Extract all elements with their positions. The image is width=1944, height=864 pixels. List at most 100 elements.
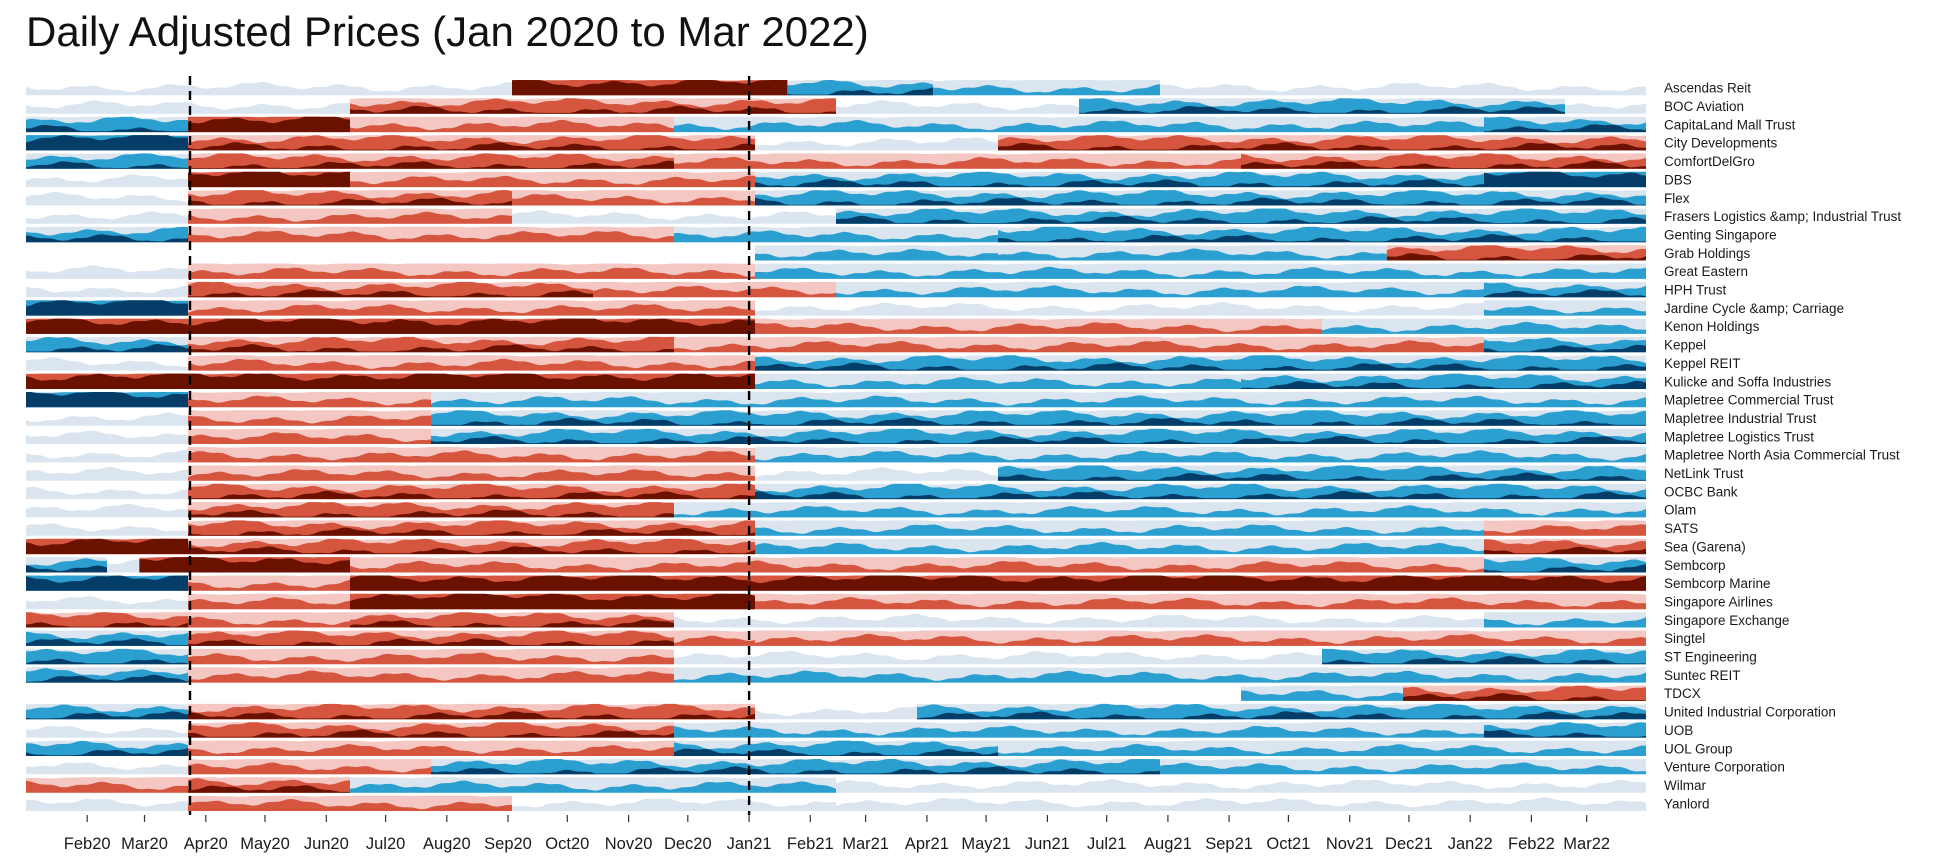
series-label: Suntec REIT	[1664, 668, 1741, 683]
horizon-band	[674, 651, 1322, 665]
series-label: CapitaLand Mall Trust	[1664, 117, 1796, 132]
series-label: Keppel	[1664, 338, 1706, 353]
series-row	[26, 116, 1646, 133]
horizon-band	[26, 780, 188, 793]
horizon-band	[1403, 685, 1646, 701]
horizon-band	[188, 527, 755, 536]
horizon-band	[1484, 305, 1646, 316]
horizon-band	[188, 502, 674, 518]
horizon-band	[836, 779, 1646, 793]
horizon-band	[188, 358, 755, 371]
series-label: ST Engineering	[1664, 650, 1757, 665]
horizon-band	[26, 503, 188, 518]
series-label: Kulicke and Soffa Industries	[1664, 374, 1831, 389]
horizon-band	[26, 265, 188, 279]
horizon-band	[188, 597, 350, 610]
horizon-band	[188, 142, 755, 151]
horizon-band	[674, 120, 1484, 133]
horizon-band	[1322, 321, 1646, 334]
series-label: Sembcorp Marine	[1664, 576, 1771, 591]
horizon-band	[26, 565, 107, 573]
series-label: Singapore Exchange	[1664, 613, 1789, 628]
series-row	[26, 336, 1646, 353]
horizon-band	[1484, 289, 1646, 298]
horizon-band	[188, 546, 755, 555]
horizon-band	[1484, 344, 1646, 353]
horizon-band	[1484, 337, 1646, 353]
series-label: Singtel	[1664, 631, 1705, 646]
series-row	[26, 300, 1646, 316]
series-label: UOB	[1664, 723, 1693, 738]
horizon-band	[755, 542, 1484, 555]
x-tick-label: Dec20	[664, 835, 712, 853]
horizon-band	[26, 486, 188, 500]
horizon-band	[188, 744, 674, 756]
horizon-band	[188, 336, 674, 353]
horizon-band	[674, 340, 1484, 353]
horizon-band	[755, 706, 917, 720]
x-tick-label: Mar21	[842, 835, 889, 853]
horizon-band	[350, 98, 836, 114]
x-tick-label: Sep20	[484, 835, 532, 853]
series-row	[755, 245, 1646, 261]
x-tick-label: Feb22	[1508, 835, 1555, 853]
horizon-band	[350, 780, 836, 793]
horizon-band	[26, 412, 188, 426]
series-row	[26, 795, 1646, 811]
horizon-band	[998, 465, 1646, 481]
horizon-band	[188, 616, 350, 628]
series-label: DBS	[1664, 172, 1692, 187]
horizon-band	[188, 670, 674, 683]
horizon-band	[755, 362, 1646, 371]
horizon-band	[933, 84, 1160, 96]
series-label: City Developments	[1664, 136, 1778, 151]
series-row	[26, 447, 1646, 463]
series-row	[26, 263, 1646, 279]
x-tick-label: Nov21	[1326, 835, 1374, 853]
series-row	[26, 630, 1646, 646]
horizon-band	[787, 80, 934, 96]
x-tick-label: Jul20	[366, 835, 405, 853]
horizon-band	[1241, 160, 1646, 169]
horizon-band	[26, 100, 350, 114]
x-tick-label: Oct20	[545, 835, 589, 853]
series-row	[26, 648, 1646, 665]
horizon-band	[26, 124, 188, 133]
horizon-band	[188, 415, 431, 426]
horizon-band	[1484, 617, 1646, 628]
horizon-band	[755, 467, 998, 481]
horizon-band	[593, 285, 836, 298]
x-tick-label: Aug20	[423, 835, 471, 853]
series-label: ComfortDelGro	[1664, 154, 1755, 169]
horizon-band	[674, 635, 755, 646]
horizon-band	[512, 194, 755, 206]
horizon-band	[188, 171, 350, 188]
horizon-band	[188, 799, 512, 811]
horizon-band	[26, 344, 188, 353]
horizon-band	[188, 160, 674, 169]
horizon-band	[755, 524, 1484, 536]
series-row	[26, 575, 1646, 591]
x-tick-label: Feb20	[64, 835, 111, 853]
horizon-band	[998, 248, 1387, 261]
series-label: HPH Trust	[1664, 283, 1727, 298]
horizon-band	[350, 575, 1646, 591]
series-label: Jardine Cycle &amp; Carriage	[1664, 301, 1844, 316]
horizon-band	[107, 559, 140, 573]
horizon-band	[188, 722, 674, 738]
x-tick-label: May20	[240, 835, 290, 853]
horizon-band	[26, 373, 755, 389]
series-row	[26, 153, 1646, 169]
series-row	[26, 281, 1646, 298]
series-row	[26, 722, 1646, 738]
horizon-band	[674, 613, 1484, 628]
series-label: Mapletree Industrial Trust	[1664, 411, 1817, 426]
horizon-band	[139, 557, 350, 573]
series-label: Keppel REIT	[1664, 356, 1741, 371]
series-label: Wilmar	[1664, 778, 1706, 793]
horizon-band	[188, 785, 350, 793]
horizon-band	[1484, 557, 1646, 573]
horizon-band	[755, 377, 1241, 389]
horizon-band	[26, 161, 188, 169]
